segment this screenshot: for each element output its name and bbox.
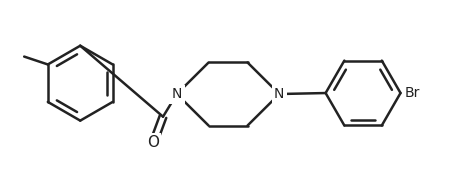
Text: O: O xyxy=(147,135,159,150)
Text: N: N xyxy=(274,87,285,101)
Text: N: N xyxy=(172,87,182,101)
Text: Br: Br xyxy=(405,86,420,100)
